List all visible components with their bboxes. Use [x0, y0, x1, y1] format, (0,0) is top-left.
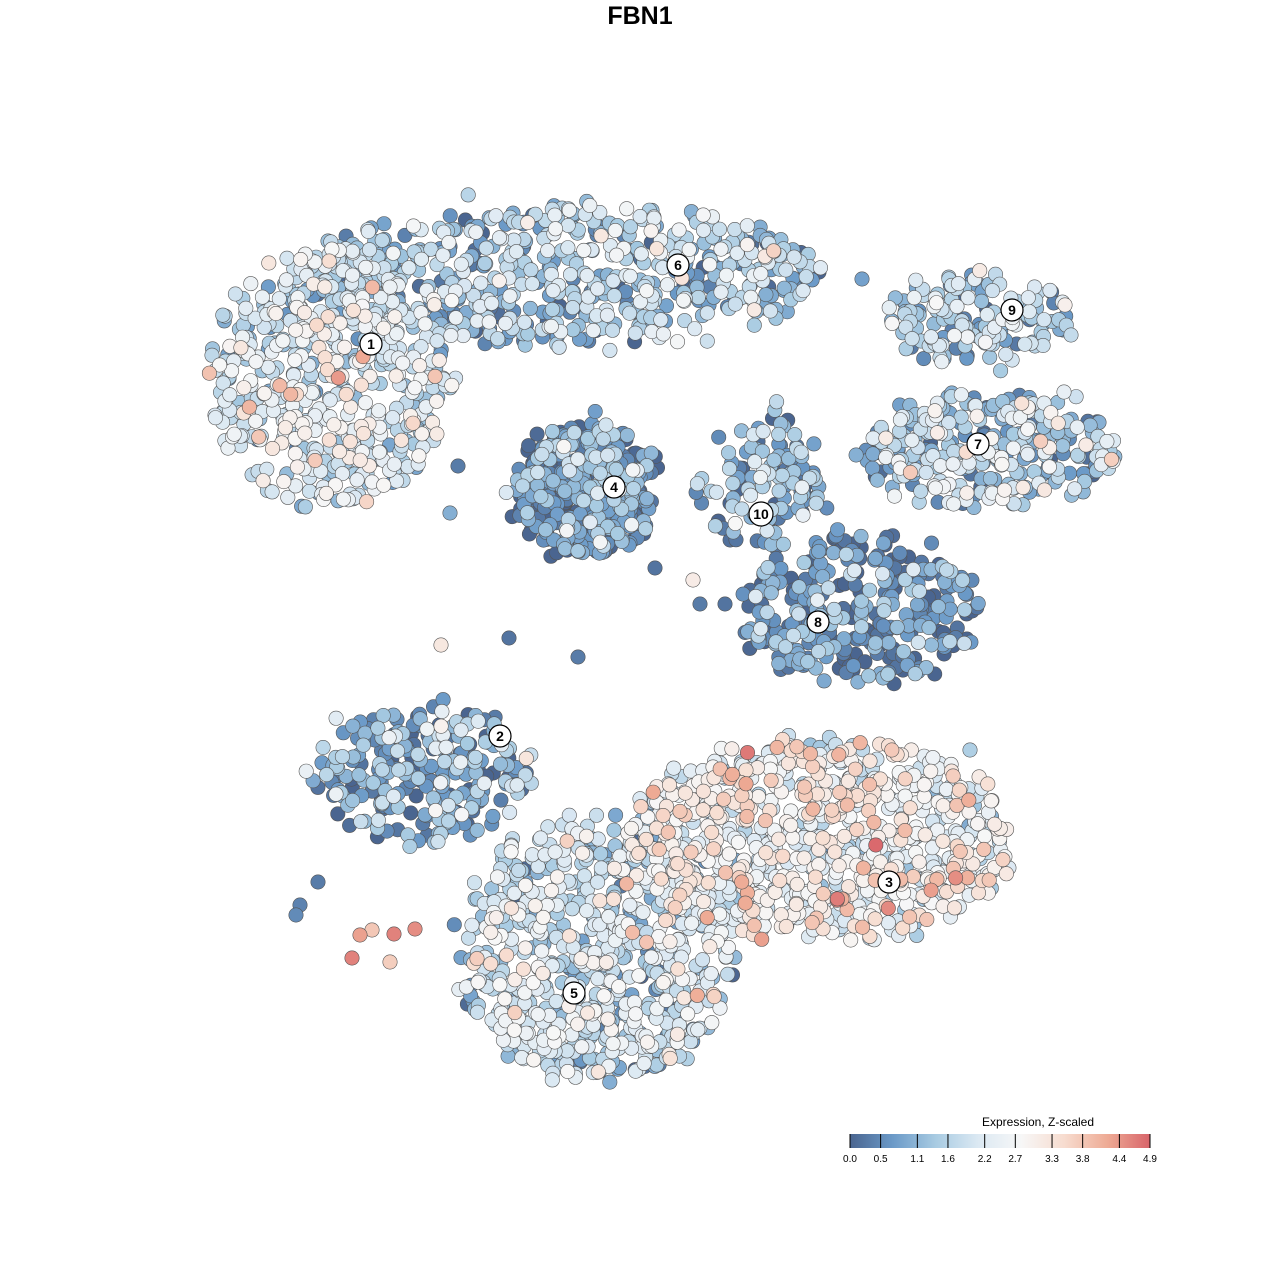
legend-tick-label: 4.4 [1112, 1154, 1126, 1165]
cell-point [647, 560, 663, 576]
cell-point [330, 806, 346, 822]
cell-point [717, 596, 733, 612]
legend-tick-label: 2.2 [978, 1154, 992, 1165]
legend-tick-label: 3.3 [1045, 1154, 1059, 1165]
cell-point [310, 874, 326, 890]
legend-tick-label: 4.9 [1143, 1154, 1157, 1165]
cell-point [408, 788, 424, 804]
legend-tick-label: 0.5 [874, 1154, 888, 1165]
legend-colorbar [850, 1134, 1150, 1148]
cell-point [570, 649, 586, 665]
cell-point [692, 596, 708, 612]
cell-point [501, 630, 517, 646]
legend-tick-label: 0.0 [843, 1154, 857, 1165]
cell-point [450, 458, 466, 474]
legend-tick-label: 1.1 [910, 1154, 924, 1165]
legend-tick-label: 2.7 [1008, 1154, 1022, 1165]
chart-title: FBN1 [607, 2, 673, 30]
points-layer [201, 187, 1123, 1090]
legend-tick-label: 3.8 [1076, 1154, 1090, 1165]
cell-point [529, 426, 545, 442]
legend-title: Expression, Z-scaled [982, 1115, 1094, 1129]
legend-tick-label: 1.6 [941, 1154, 955, 1165]
